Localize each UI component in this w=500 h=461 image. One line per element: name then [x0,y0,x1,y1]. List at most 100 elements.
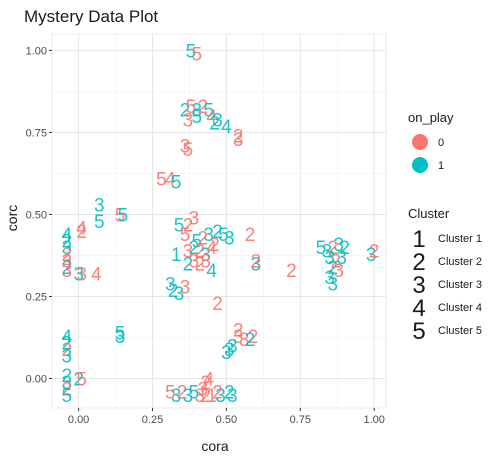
data-point: 2 [183,215,194,236]
data-point: 1 [171,245,182,266]
data-point: 2 [197,228,208,249]
data-point: 1 [206,386,217,407]
legend-swatch-0 [412,134,428,150]
data-point: 5 [189,383,200,404]
plot-panel [51,33,387,409]
data-point: 5 [183,140,194,161]
data-point: 3 [221,343,232,364]
y-axis-label: corc [4,205,20,231]
legend-glyph-4: 4 [412,295,425,322]
data-point: 4 [61,327,72,348]
data-point: 3 [251,255,262,276]
data-point: 3 [194,386,205,407]
data-point: 2 [330,251,341,272]
data-point: 3 [61,347,72,368]
data-point: 5 [118,205,129,226]
data-point: 2 [189,238,200,259]
data-point: 3 [325,268,336,289]
data-point: 2 [61,232,72,253]
data-point: 3 [227,337,238,358]
data-point: 2 [180,100,191,121]
data-point: 3 [328,274,339,295]
data-point: 2 [183,255,194,276]
x-axis-label: cora [201,438,228,454]
data-point: 2 [209,114,220,135]
legend-shape-label-3: Cluster 3 [438,279,482,291]
data-point: 3 [165,274,176,295]
x-tick-label: 1.00 [363,414,384,426]
data-point: 5 [180,225,191,246]
data-point: 2 [61,245,72,266]
data-point: 2 [194,255,205,276]
data-point: 5 [115,205,126,226]
data-point: 2 [194,242,205,263]
data-point: 4 [206,238,217,259]
legend-color-title: on_play [408,110,454,125]
y-tick-label: 0.00 [26,373,47,385]
data-point: 3 [215,386,226,407]
data-point: 3 [333,235,344,256]
data-point: 2 [248,327,259,348]
data-point: 2 [168,281,179,302]
data-point: 2 [209,235,220,256]
data-point: 3 [200,251,211,272]
data-point: 3 [366,245,377,266]
data-point: 2 [212,383,223,404]
data-point: 3 [200,245,211,266]
x-axis-ticks: 0.00 0.25 0.50 0.75 1.00 [68,408,385,426]
legend-shape-label-1: Cluster 1 [438,233,482,245]
data-point: 2 [200,373,211,394]
data-point: 2 [245,225,256,246]
data-point: 2 [200,386,211,407]
data-point: 3 [94,196,105,217]
data-point: 5 [192,107,203,128]
data-point: 4 [203,369,214,390]
data-point: 3 [76,264,87,285]
data-point: 5 [218,225,229,246]
data-point: 3 [239,330,250,351]
x-tick-label: 0.00 [68,414,89,426]
legend-glyph-3: 3 [412,272,425,299]
data-point: 5 [156,169,167,190]
data-point: 2 [73,369,84,390]
data-point: 2 [251,251,262,272]
data-point: 2 [339,238,350,259]
data-point: 2 [61,340,72,361]
data-point: 2 [212,222,223,243]
data-point: 3 [183,110,194,131]
y-axis-ticks: 0.00 0.25 0.50 0.75 1.00 [26,45,52,385]
legend-swatch-1 [412,157,428,173]
data-point: 4 [206,107,217,128]
data-point: 2 [61,366,72,387]
data-point: 2 [224,383,235,404]
data-point: 2 [233,320,244,341]
data-point: 3 [325,248,336,269]
data-point: 2 [61,333,72,354]
x-tick-label: 0.75 [290,414,311,426]
data-point: 4 [76,219,87,240]
data-point: 5 [76,369,87,390]
data-point: 3 [180,278,191,299]
y-tick-label: 0.75 [26,127,47,139]
data-point: 3 [61,373,72,394]
data-point: 5 [94,212,105,233]
data-point: 2 [245,330,256,351]
data-point: 2 [369,242,380,263]
data-point: 5 [165,383,176,404]
data-point: 3 [189,209,200,230]
legend-glyph-1: 1 [412,226,425,253]
data-point: 3 [197,379,208,400]
x-tick-label: 0.50 [216,414,237,426]
data-point: 5 [186,97,197,118]
y-tick-label: 1.00 [26,45,47,57]
data-point: 5 [115,324,126,345]
data-point: 3 [322,242,333,263]
legend-shape-title: Cluster [408,206,450,221]
data-point: 2 [286,261,297,282]
data-point: 4 [165,169,176,190]
data-point: 4 [206,261,217,282]
data-point: 3 [333,261,344,282]
data-point: 5 [171,173,182,194]
